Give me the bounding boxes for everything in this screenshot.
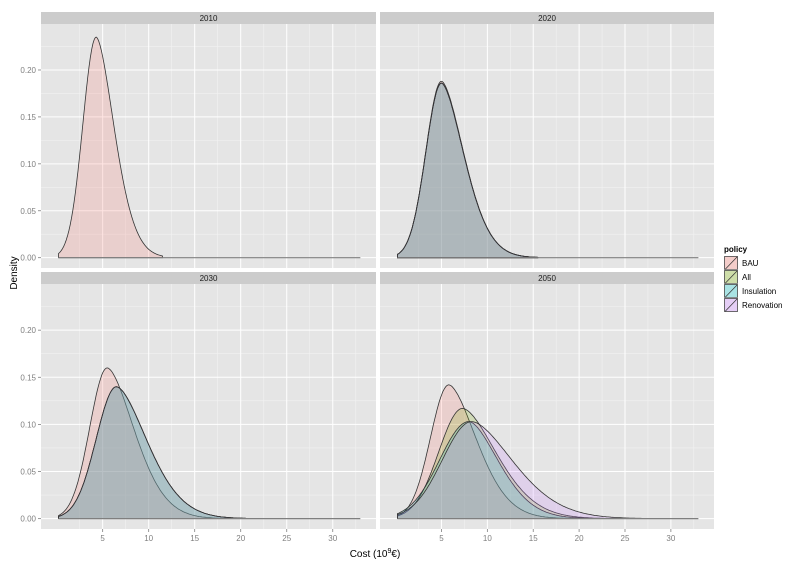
- legend-label: Renovation: [742, 301, 782, 310]
- x-tick-label: 10: [483, 534, 492, 543]
- legend-item-renovation: Renovation: [723, 297, 782, 313]
- y-tick-label: 0.00: [20, 515, 36, 524]
- y-tick-label: 0.05: [20, 468, 36, 477]
- panel-background: [41, 24, 376, 268]
- legend: policy BAU All Insulation Renovation: [723, 245, 782, 313]
- y-tick-label: 0.10: [20, 160, 36, 169]
- panel-background: [380, 24, 714, 268]
- x-tick-label: 20: [236, 534, 245, 543]
- legend-label: Insulation: [742, 287, 776, 296]
- density-renovation: [397, 82, 539, 259]
- x-tick-label: 5: [439, 534, 444, 543]
- density-renovation: [397, 421, 646, 519]
- x-tick-label: 15: [190, 534, 199, 543]
- y-axis-top: 0.00 0.05 0.10 0.15 0.20: [20, 66, 41, 263]
- facet-strip-label: 2010: [200, 14, 218, 23]
- x-axis-title: Cost (109€): [350, 548, 401, 560]
- panel-background: [380, 284, 714, 529]
- x-tick-label: 15: [529, 534, 538, 543]
- legend-item-insulation: Insulation: [723, 283, 776, 299]
- x-tick-label: 25: [282, 534, 291, 543]
- facet-panel-2020: 2020: [380, 12, 714, 268]
- x-tick-label: 30: [666, 534, 675, 543]
- y-tick-label: 0.20: [20, 66, 36, 75]
- y-axis-bottom: 0.00 0.05 0.10 0.15 0.20: [20, 326, 41, 524]
- facet-strip-label: 2050: [538, 274, 556, 283]
- x-axis-right: 5 10 15 20 25 30: [439, 529, 676, 543]
- facet-strip-label: 2020: [538, 14, 556, 23]
- legend-item-all: All: [723, 269, 751, 285]
- x-tick-label: 30: [328, 534, 337, 543]
- facet-strip: [41, 12, 376, 24]
- x-axis-left: 5 10 15 20 25 30: [100, 529, 338, 543]
- facet-strip: [380, 272, 714, 284]
- density-renovation: [58, 386, 246, 519]
- facet-panel-2010: 2010: [41, 12, 376, 268]
- y-tick-label: 0.10: [20, 420, 36, 429]
- y-tick-label: 0.15: [20, 113, 36, 122]
- density-bau: [58, 367, 232, 519]
- y-tick-label: 0.05: [20, 207, 36, 216]
- legend-label: BAU: [742, 259, 759, 268]
- x-tick-label: 20: [575, 534, 584, 543]
- x-tick-label: 25: [621, 534, 630, 543]
- legend-title: policy: [724, 245, 748, 254]
- legend-item-bau: BAU: [723, 255, 759, 271]
- y-tick-label: 0.15: [20, 373, 36, 382]
- x-tick-label: 5: [100, 534, 105, 543]
- facet-strip-label: 2030: [200, 274, 218, 283]
- facet-strip: [380, 12, 714, 24]
- legend-label: All: [742, 273, 751, 282]
- y-tick-label: 0.20: [20, 326, 36, 335]
- facet-strip: [41, 272, 376, 284]
- density-insulation: [397, 421, 585, 519]
- y-tick-label: 0.00: [20, 254, 36, 263]
- facet-panels: 2010 2020 2030 2050: [41, 12, 714, 529]
- facet-panel-2050: 2050: [380, 272, 714, 529]
- y-axis-title: Density: [9, 256, 20, 289]
- density-bau: [397, 384, 584, 519]
- facet-panel-2030: 2030: [41, 272, 376, 529]
- panel-background: [41, 284, 376, 529]
- x-tick-label: 10: [144, 534, 153, 543]
- density-bau: [58, 36, 163, 259]
